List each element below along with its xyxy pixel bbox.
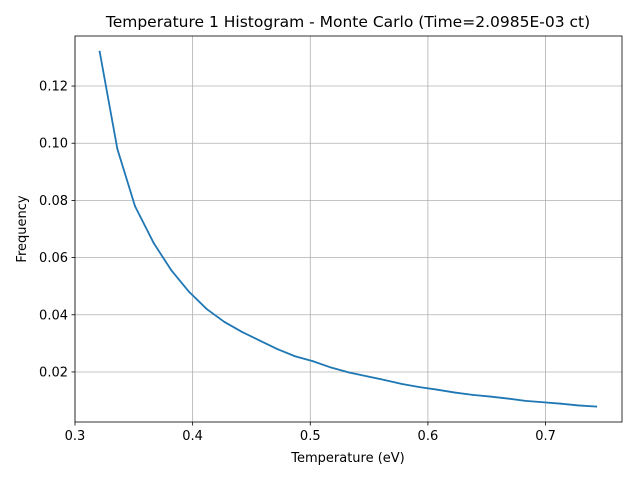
data-point bbox=[454, 391, 456, 394]
data-point bbox=[152, 242, 155, 245]
x-tick-label: 0.6 bbox=[418, 429, 439, 444]
data-point bbox=[330, 366, 333, 369]
axis-ticks: 0.3 0.4 0.5 0.6 0.7 0.02 0.04 0.06 0.08 0.10 0.12 bbox=[39, 80, 556, 444]
y-tick-label: 0.10 bbox=[39, 137, 68, 152]
y-axis-label: Frequency bbox=[15, 195, 30, 262]
chart-title: Temperature 1 Histogram - Monte Carlo (T… bbox=[105, 13, 590, 31]
data-point bbox=[365, 375, 368, 378]
plot-data bbox=[98, 50, 598, 408]
y-tick-label: 0.12 bbox=[39, 80, 68, 95]
x-tick-label: 0.7 bbox=[535, 429, 556, 444]
data-point bbox=[134, 205, 136, 208]
data-point bbox=[524, 399, 527, 402]
data-point bbox=[258, 339, 261, 342]
data-point bbox=[542, 401, 545, 404]
data-point bbox=[506, 397, 509, 400]
data-point bbox=[401, 383, 403, 385]
x-axis-label: Temperature (eV) bbox=[290, 451, 405, 466]
y-tick-label: 0.02 bbox=[39, 365, 68, 380]
data-point bbox=[276, 348, 279, 350]
data-point bbox=[471, 393, 474, 396]
data-point bbox=[577, 404, 580, 407]
data-point bbox=[595, 405, 598, 408]
data-point bbox=[188, 291, 191, 293]
data-point bbox=[436, 388, 439, 391]
data-point bbox=[241, 331, 243, 333]
data-point bbox=[383, 379, 386, 381]
x-tick-label: 0.5 bbox=[300, 429, 321, 444]
data-point bbox=[205, 308, 208, 310]
data-point bbox=[98, 50, 101, 53]
y-tick-label: 0.04 bbox=[39, 308, 68, 323]
data-point bbox=[348, 371, 350, 374]
y-tick-label: 0.08 bbox=[39, 194, 68, 209]
y-tick-label: 0.06 bbox=[39, 251, 68, 266]
data-point bbox=[489, 395, 492, 398]
x-tick-label: 0.4 bbox=[182, 429, 203, 444]
data-point bbox=[116, 148, 119, 150]
plot-frame bbox=[74, 35, 623, 423]
data-point bbox=[170, 269, 173, 272]
data-point bbox=[311, 360, 314, 362]
x-tick-label: 0.3 bbox=[65, 429, 86, 444]
data-point bbox=[418, 386, 421, 389]
data-point bbox=[559, 402, 562, 405]
data-point bbox=[294, 355, 296, 358]
data-point bbox=[223, 321, 226, 323]
